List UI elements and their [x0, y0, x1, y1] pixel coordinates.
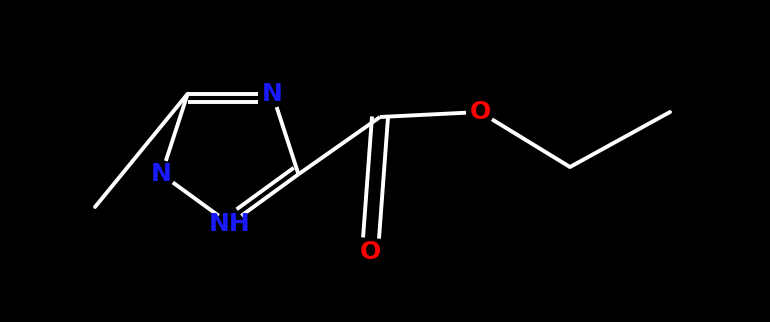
- Text: O: O: [470, 100, 490, 124]
- Text: N: N: [262, 82, 283, 106]
- Text: O: O: [360, 240, 380, 264]
- Text: NH: NH: [209, 212, 251, 236]
- Text: N: N: [151, 162, 172, 186]
